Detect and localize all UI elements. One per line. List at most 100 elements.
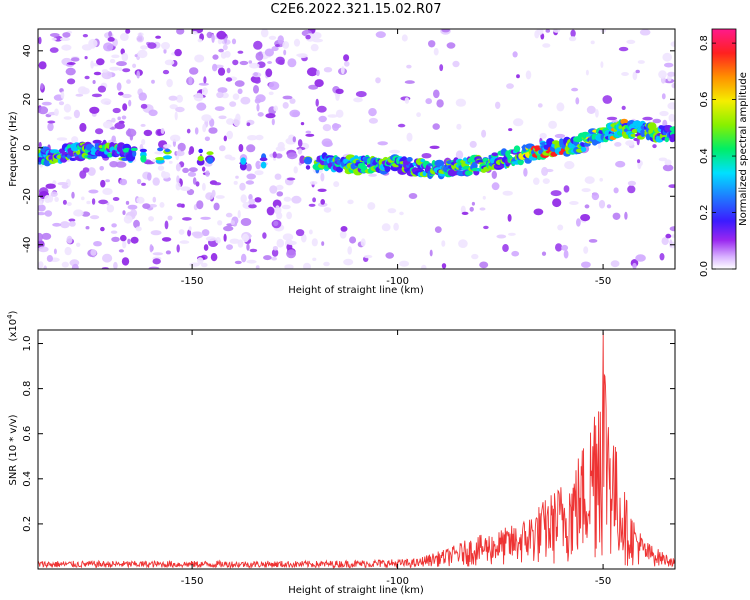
noise-blob xyxy=(286,249,296,259)
noise-blob xyxy=(38,261,44,269)
noise-blob xyxy=(254,170,264,176)
noise-blob xyxy=(119,178,128,186)
noise-blob xyxy=(122,68,131,73)
noise-blob xyxy=(595,109,599,118)
noise-blob xyxy=(425,98,433,105)
noise-blob xyxy=(192,31,198,35)
noise-blob xyxy=(323,261,330,267)
noise-blob xyxy=(586,105,596,114)
noise-blob xyxy=(669,239,673,248)
noise-blob xyxy=(602,95,613,104)
ridge-blob xyxy=(471,161,478,170)
noise-blob xyxy=(73,209,84,217)
noise-blob xyxy=(305,133,315,137)
noise-blob xyxy=(568,36,577,42)
noise-blob xyxy=(188,226,192,231)
noise-blob xyxy=(267,61,273,64)
noise-blob xyxy=(125,200,130,205)
ridge-blob xyxy=(260,161,267,169)
colorbar-tick-label: 0.6 xyxy=(699,92,710,108)
noise-blob xyxy=(87,167,96,176)
y-tick-label: -40 xyxy=(22,237,33,253)
noise-blob xyxy=(79,122,87,132)
noise-blob xyxy=(232,59,239,66)
colorbar-tick-label: 0.0 xyxy=(699,261,710,277)
noise-blob xyxy=(323,141,333,147)
noise-blob xyxy=(122,103,128,111)
noise-blob xyxy=(408,193,418,199)
noise-blob xyxy=(606,116,618,121)
noise-blob xyxy=(211,33,215,43)
noise-blob xyxy=(667,102,675,110)
noise-blob xyxy=(658,157,668,162)
noise-blob xyxy=(88,189,99,194)
noise-blob xyxy=(368,173,377,177)
noise-blob xyxy=(214,106,225,111)
noise-blob xyxy=(246,163,252,172)
noise-blob xyxy=(170,134,181,142)
y-axis-label: Frequency (Hz) xyxy=(8,111,19,187)
noise-blob xyxy=(71,191,75,199)
noise-blob xyxy=(441,240,446,247)
noise-blob xyxy=(289,98,296,104)
noise-blob xyxy=(275,56,285,65)
noise-blob xyxy=(103,42,114,52)
colorbar-ticks: 0.0 0.2 0.4 0.6 0.8 xyxy=(699,35,736,277)
noise-blob xyxy=(495,101,501,110)
noise-blob xyxy=(286,177,296,181)
noise-blob xyxy=(367,202,376,210)
noise-blob xyxy=(91,93,102,98)
noise-blob xyxy=(130,236,139,244)
noise-blob xyxy=(95,128,104,135)
noise-blob xyxy=(276,191,284,197)
noise-blob xyxy=(215,237,221,244)
noise-blob xyxy=(123,215,133,224)
noise-blob xyxy=(469,206,474,212)
noise-blob xyxy=(452,60,460,68)
x-tick-label: -50 xyxy=(595,276,611,287)
noise-blob xyxy=(508,128,513,132)
noise-blob xyxy=(541,166,549,176)
noise-blob xyxy=(69,221,76,227)
ridge-band xyxy=(38,118,675,180)
noise-blob xyxy=(580,214,591,222)
x-axis-label: Height of straight line (km) xyxy=(288,585,424,596)
noise-blob xyxy=(512,51,518,58)
noise-blob xyxy=(179,240,190,244)
noise-blob xyxy=(404,80,415,84)
noise-blob xyxy=(204,136,210,142)
noise-blob xyxy=(217,67,226,76)
noise-blob xyxy=(332,123,342,129)
noise-blob xyxy=(309,229,313,235)
noise-blob xyxy=(90,215,100,220)
y-tick-label: 1.0 xyxy=(22,336,33,352)
noise-blob xyxy=(249,62,260,69)
noise-blob xyxy=(127,238,131,245)
noise-blob xyxy=(610,260,620,268)
noise-blob xyxy=(441,263,447,269)
noise-blob xyxy=(201,87,208,96)
ridge-blob xyxy=(305,165,311,170)
ridge-blob xyxy=(517,158,524,166)
noise-blob xyxy=(335,93,340,101)
noise-blob xyxy=(612,212,621,220)
noise-blob xyxy=(120,234,127,242)
noise-blob xyxy=(213,202,220,211)
x-tick-label: -50 xyxy=(595,576,611,587)
noise-blob xyxy=(39,200,43,206)
noise-blob xyxy=(246,259,257,264)
noise-blob xyxy=(569,201,579,205)
noise-blob xyxy=(297,139,303,148)
noise-blob xyxy=(613,187,619,194)
noise-blob xyxy=(541,251,547,256)
noise-blob xyxy=(223,225,234,232)
noise-blob xyxy=(296,53,306,57)
noise-blob xyxy=(100,98,112,105)
noise-blob xyxy=(268,91,274,96)
noise-blob xyxy=(659,253,665,261)
noise-blob xyxy=(63,103,72,113)
noise-blob xyxy=(168,160,173,164)
ridge-blob xyxy=(647,122,657,130)
noise-blob xyxy=(44,195,52,203)
